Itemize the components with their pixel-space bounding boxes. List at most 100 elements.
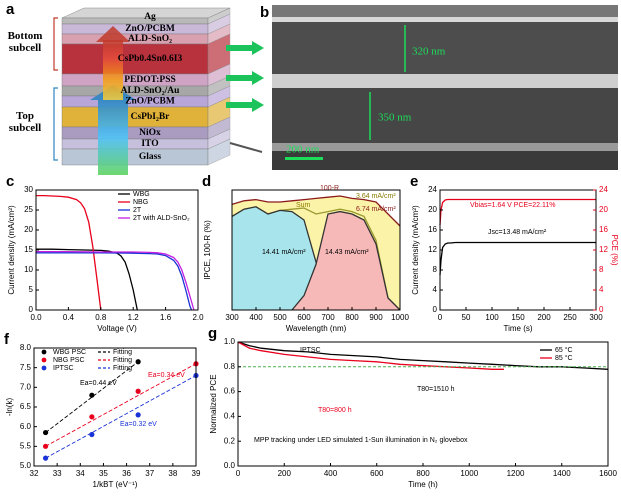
x-tick-label: 100 — [485, 313, 499, 322]
x-tick-label: 35 — [99, 469, 108, 478]
sem-band — [272, 17, 618, 22]
annotation: MPP tracking under LED simulated 1-Sun i… — [254, 437, 468, 444]
x-tick-label: 1600 — [599, 469, 617, 478]
x-tick-label: 300 — [225, 313, 239, 322]
x-tick-label: 1000 — [460, 469, 478, 478]
y-axis-label: Current density (mA/cm²) — [7, 205, 16, 295]
y-tick-label: 25 — [24, 205, 33, 214]
x-tick-label: 36 — [122, 469, 131, 478]
data-line — [36, 248, 138, 311]
layer — [61, 138, 209, 150]
x-tick-label: 50 — [462, 313, 471, 322]
panel-b: b 320 nm 350 nm 200 nm — [260, 4, 618, 170]
green-arrow — [226, 75, 252, 81]
fit-line — [45, 361, 139, 433]
x-tick-label: 700 — [321, 313, 335, 322]
green-arrow — [226, 45, 252, 51]
x-tick-label: 200 — [537, 313, 551, 322]
y2-axis-label: PCE (%) — [610, 234, 619, 265]
layer-label: ITO — [141, 139, 158, 149]
bracket — [53, 87, 58, 161]
layer-label: PEDOT:PSS — [124, 75, 176, 85]
layer-label: ZnO/PCBM — [125, 97, 175, 107]
data-point — [135, 359, 141, 365]
y-tick-label: 0 — [433, 305, 438, 314]
x-tick-label: 1.2 — [128, 313, 140, 322]
annotation: T80=800 h — [318, 407, 352, 414]
data-line — [237, 341, 504, 370]
x-tick-label: 400 — [324, 469, 338, 478]
y-tick-label: 6.0 — [20, 422, 32, 431]
y-tick-label: 0.6 — [224, 387, 236, 396]
x-tick-label: 500 — [273, 313, 287, 322]
sem-band — [272, 74, 618, 88]
thickness-label: 350 nm — [378, 112, 412, 124]
y-tick-label: 5 — [29, 285, 34, 294]
sem-band — [272, 88, 618, 143]
x-axis-label: Time (h) — [408, 480, 438, 489]
data-point — [89, 414, 95, 420]
layer-label: ALD-SnO₂/Au — [121, 86, 181, 96]
legend-marker — [41, 357, 47, 363]
y2-tick-label: 4 — [599, 285, 604, 294]
layer-label: ZnO/PCBM — [125, 24, 175, 34]
x-tick-label: 2.0 — [192, 313, 204, 322]
x-tick-label: 1.6 — [160, 313, 172, 322]
legend-label: NBG — [133, 199, 148, 206]
legend-label: IPTSC — [53, 365, 74, 372]
x-tick-label: 34 — [76, 469, 85, 478]
x-tick-label: 1400 — [553, 469, 571, 478]
panel-label: g — [208, 325, 217, 342]
green-arrow — [252, 98, 264, 112]
subcell-label: Top subcell — [9, 110, 41, 134]
panel-a: a AgZnO/PCBMALD-SnO₂CsPb0.4Sn0.6I3PEDOT:… — [6, 1, 264, 175]
annotation: Jsc=13.48 mA/cm² — [488, 229, 547, 236]
subcell-label: Bottom subcell — [8, 30, 43, 54]
y-axis-label: Current density (mA/cm²) — [411, 205, 420, 295]
legend-label: WBG PSC — [53, 349, 86, 356]
annotation: 14.41 mA/cm² — [262, 249, 306, 256]
annotation: 6.74 mA/cm² — [356, 206, 396, 213]
light-arrow — [98, 100, 128, 175]
data-line — [36, 252, 193, 311]
data-point — [89, 392, 95, 398]
y2-tick-label: 8 — [599, 265, 604, 274]
annotation: Sum — [296, 202, 311, 209]
chart-d: d 300 400 500 600 700 800 900 1000 Wavelength (nm… — [202, 173, 409, 333]
data-point — [135, 388, 141, 394]
plot-frame — [231, 189, 401, 311]
x-tick-label: 800 — [416, 469, 430, 478]
x-axis-label: 1/kBT (eV⁻¹) — [93, 480, 138, 489]
y2-tick-label: 0 — [599, 305, 604, 314]
green-arrow — [226, 102, 252, 108]
data-line — [237, 341, 609, 370]
sem-band — [272, 5, 618, 17]
legend-label: 85 °C — [555, 354, 573, 362]
x-tick-label: 0.0 — [30, 313, 42, 322]
annotation: Vbias=1.64 V PCE=22.11% — [470, 202, 555, 209]
y-tick-label: 16 — [428, 225, 437, 234]
x-tick-label: 1200 — [507, 469, 525, 478]
x-tick-label: 250 — [563, 313, 577, 322]
y-tick-label: 6.5 — [20, 402, 32, 411]
scale-label: 200 nm — [286, 144, 320, 156]
annotation: 100-R — [320, 185, 339, 192]
y-axis-label: IPCE, 100-R (%) — [203, 220, 212, 280]
annotation: 14.43 mA/cm² — [325, 249, 369, 256]
x-tick-label: 0 — [438, 313, 443, 322]
y-tick-label: 20 — [24, 225, 33, 234]
green-arrow — [252, 41, 264, 55]
y-tick-label: 10 — [24, 265, 33, 274]
layer — [61, 43, 209, 75]
scale-bar — [285, 157, 323, 160]
y-tick-label: 0.0 — [224, 461, 236, 470]
thickness-label: 320 nm — [412, 46, 446, 58]
data-point — [42, 455, 49, 461]
y2-tick-label: 12 — [599, 245, 608, 254]
legend-marker — [41, 365, 47, 371]
y-tick-label: 8 — [433, 265, 438, 274]
green-arrow — [252, 71, 264, 85]
y-tick-label: 8.0 — [20, 343, 32, 352]
legend-label: 2T with ALD-SnO₂ — [133, 215, 190, 222]
chart-g: g 0 200 400 600 800 1000 1200 1400 1600 0.0 0.2 0.4 0… — [208, 325, 617, 489]
